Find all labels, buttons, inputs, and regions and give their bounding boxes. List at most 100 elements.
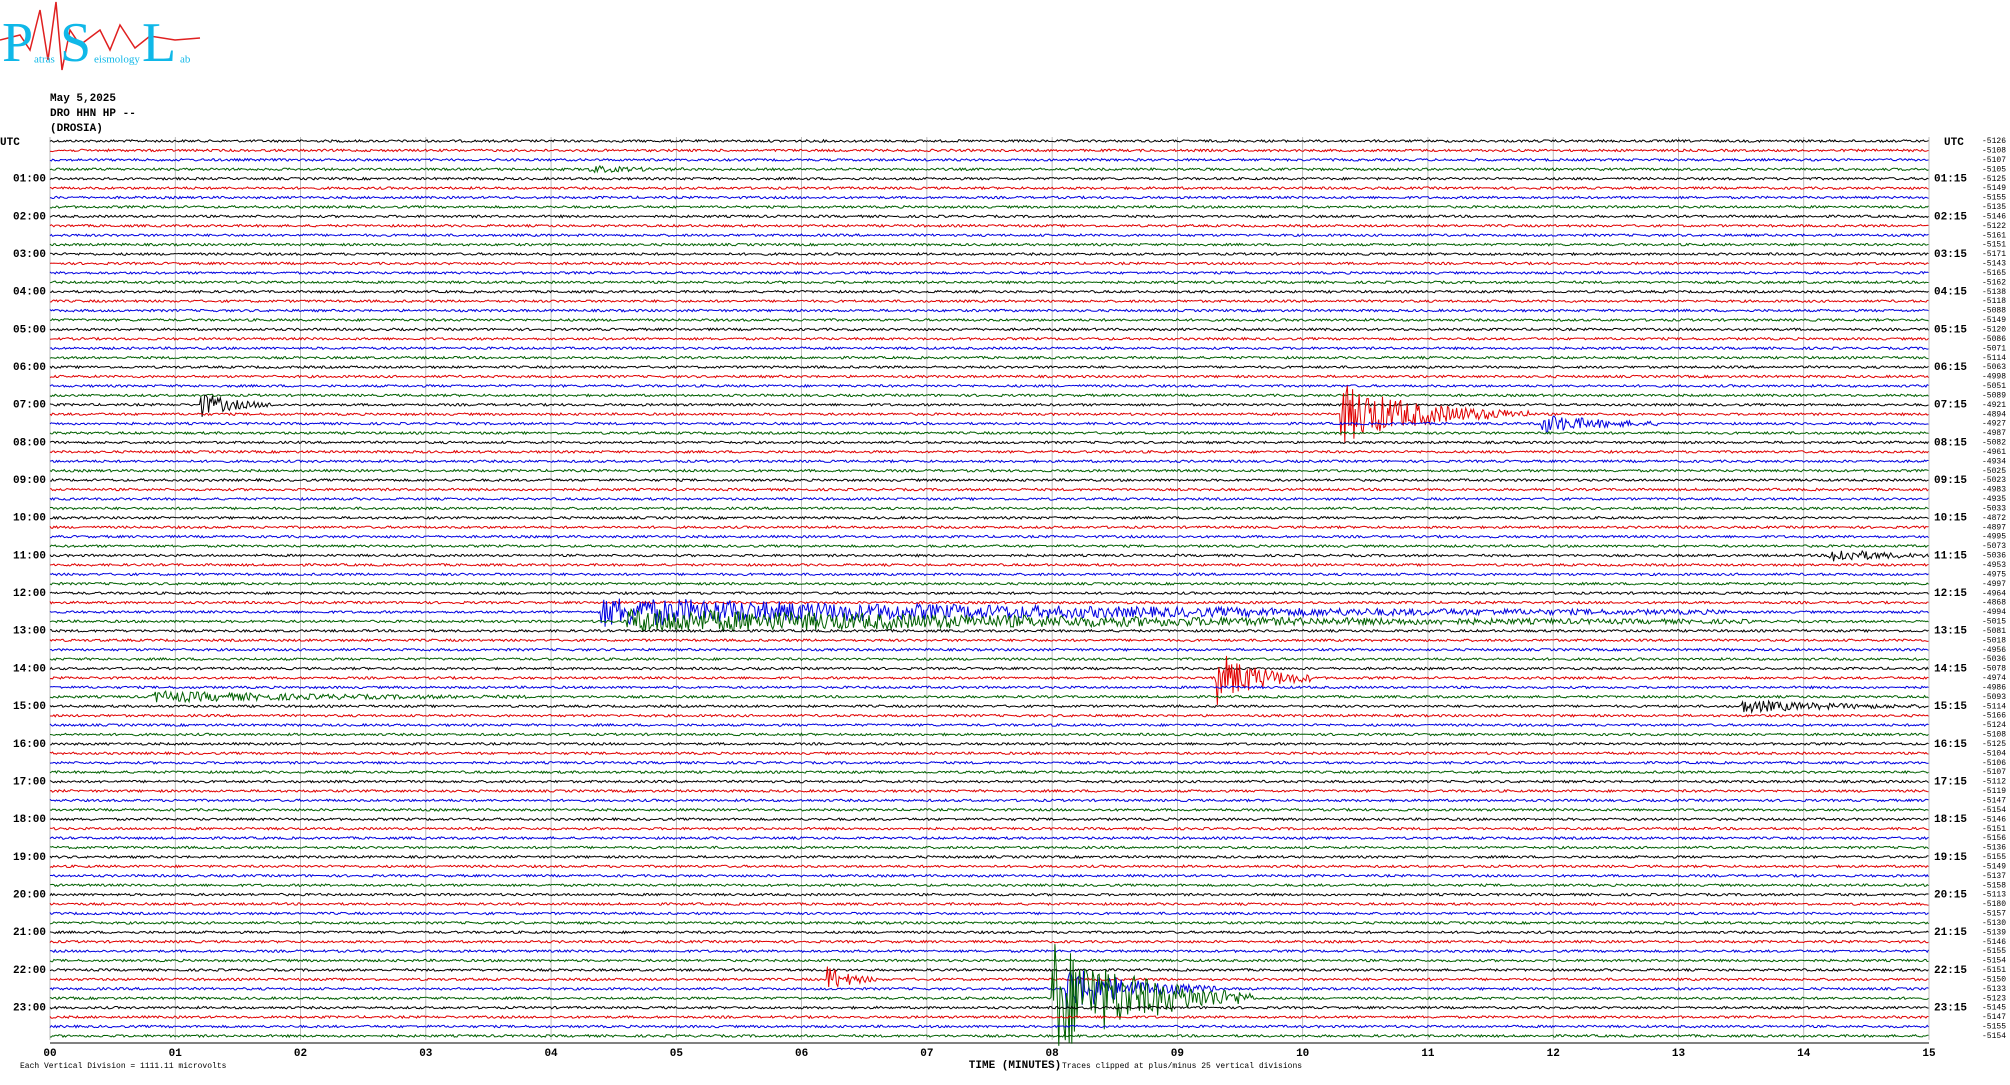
trace: [49, 779, 1929, 784]
offset-label: -5180: [1982, 900, 2006, 909]
offset-label: -5171: [1982, 250, 2006, 259]
trace: [49, 608, 1929, 633]
offset-label: -5113: [1982, 891, 2006, 900]
offset-label: -5149: [1982, 862, 2006, 871]
offset-label: -5166: [1982, 712, 2006, 721]
trace: [49, 440, 1929, 445]
trace: [49, 835, 1929, 841]
trace: [49, 911, 1929, 916]
trace: [49, 598, 1929, 627]
offset-label: -5114: [1982, 354, 2006, 363]
labels: 00 01 02 03 04 05 06 07 08 09 10 11 12 13 14 15 01:00 01:…: [13, 137, 2006, 1060]
offset-label: -4995: [1982, 533, 2006, 542]
offset-label: -5120: [1982, 326, 2006, 335]
trace: [49, 164, 1929, 174]
offset-label: -4964: [1982, 589, 2006, 598]
hour-label: 20:00: [13, 890, 46, 902]
offset-label: -5154: [1982, 957, 2006, 966]
offset-label: -5154: [1982, 1032, 2006, 1041]
hour-label: 04:15: [1934, 287, 1967, 299]
offset-label: -5146: [1982, 815, 2006, 824]
hour-label: 16:15: [1934, 739, 1967, 751]
offset-label: -5145: [1982, 1004, 2006, 1013]
trace: [49, 920, 1929, 925]
minute-label: 00: [43, 1048, 56, 1060]
offset-label: -4934: [1982, 457, 2006, 466]
logo-letter: P: [2, 12, 33, 74]
offset-label: -5108: [1982, 147, 2006, 156]
trace: [49, 549, 1929, 562]
logo-word: eismology: [94, 54, 140, 66]
trace: [49, 534, 1929, 539]
hour-label: 23:00: [13, 1003, 46, 1015]
trace: [49, 195, 1929, 200]
trace: [49, 477, 1929, 483]
trace: [49, 864, 1929, 869]
trace: [49, 666, 1929, 671]
offset-label: -4872: [1982, 514, 2006, 523]
hour-label: 06:00: [13, 362, 46, 374]
hour-label: 22:00: [13, 965, 46, 977]
trace: [49, 873, 1929, 878]
trace: [49, 656, 1929, 662]
date: May 5,2025: [50, 93, 116, 105]
trace: [49, 628, 1929, 633]
hour-label: 12:15: [1934, 588, 1967, 600]
site: (DROSIA): [50, 123, 103, 135]
offset-label: -5119: [1982, 787, 2006, 796]
trace: [49, 394, 1929, 417]
trace: [49, 430, 1929, 436]
trace: [49, 798, 1929, 803]
offset-label: -5130: [1982, 919, 2006, 928]
offset-label: -5073: [1982, 542, 2006, 551]
trace: [49, 807, 1929, 812]
offset-label: -5155: [1982, 194, 2006, 203]
offset-label: -5081: [1982, 627, 2006, 636]
trace: [49, 741, 1929, 747]
offset-label: -5151: [1982, 241, 2006, 250]
trace: [49, 689, 1929, 704]
trace: [49, 346, 1929, 351]
clip-note: Traces clipped at plus/minus 25 vertical…: [1062, 1062, 1302, 1071]
offset-label: -4997: [1982, 580, 2006, 589]
offset-label: -5155: [1982, 1023, 2006, 1032]
trace: [49, 157, 1929, 162]
trace: [49, 214, 1929, 219]
offset-label: -5033: [1982, 504, 2006, 513]
hour-label: 19:15: [1934, 852, 1967, 864]
trace: [49, 939, 1929, 944]
hour-label: 06:15: [1934, 362, 1967, 374]
minute-label: 11: [1421, 1048, 1435, 1060]
hour-label: 17:15: [1934, 776, 1967, 788]
trace: [49, 185, 1929, 191]
trace: [49, 966, 1929, 989]
trace: [49, 958, 1929, 963]
offset-label: -5089: [1982, 391, 2006, 400]
hour-label: 12:00: [13, 588, 46, 600]
trace: [49, 204, 1929, 210]
offset-label: -5107: [1982, 156, 2006, 165]
trace: [49, 854, 1929, 860]
hour-label: 11:00: [13, 550, 46, 562]
hour-label: 07:15: [1934, 400, 1967, 412]
offset-label: -5106: [1982, 759, 2006, 768]
offset-label: -5137: [1982, 872, 2006, 881]
hour-label: 09:00: [13, 475, 46, 487]
offset-label: -5093: [1982, 693, 2006, 702]
hour-label: 14:15: [1934, 663, 1967, 675]
hour-label: 02:00: [13, 211, 46, 223]
x-title: TIME (MINUTES): [969, 1060, 1061, 1072]
trace: [49, 930, 1929, 935]
trace: [49, 699, 1929, 715]
hour-label: 02:15: [1934, 211, 1967, 223]
trace: [49, 562, 1929, 568]
offset-label: -5165: [1982, 269, 2006, 278]
offset-label: -5088: [1982, 307, 2006, 316]
trace: [49, 760, 1929, 765]
minute-label: 06: [795, 1048, 808, 1060]
minute-label: 02: [294, 1048, 307, 1060]
offset-label: -4927: [1982, 420, 2006, 429]
logo-letter: L: [142, 12, 176, 74]
offset-label: -5147: [1982, 1013, 2006, 1022]
hour-label: 16:00: [13, 739, 46, 751]
